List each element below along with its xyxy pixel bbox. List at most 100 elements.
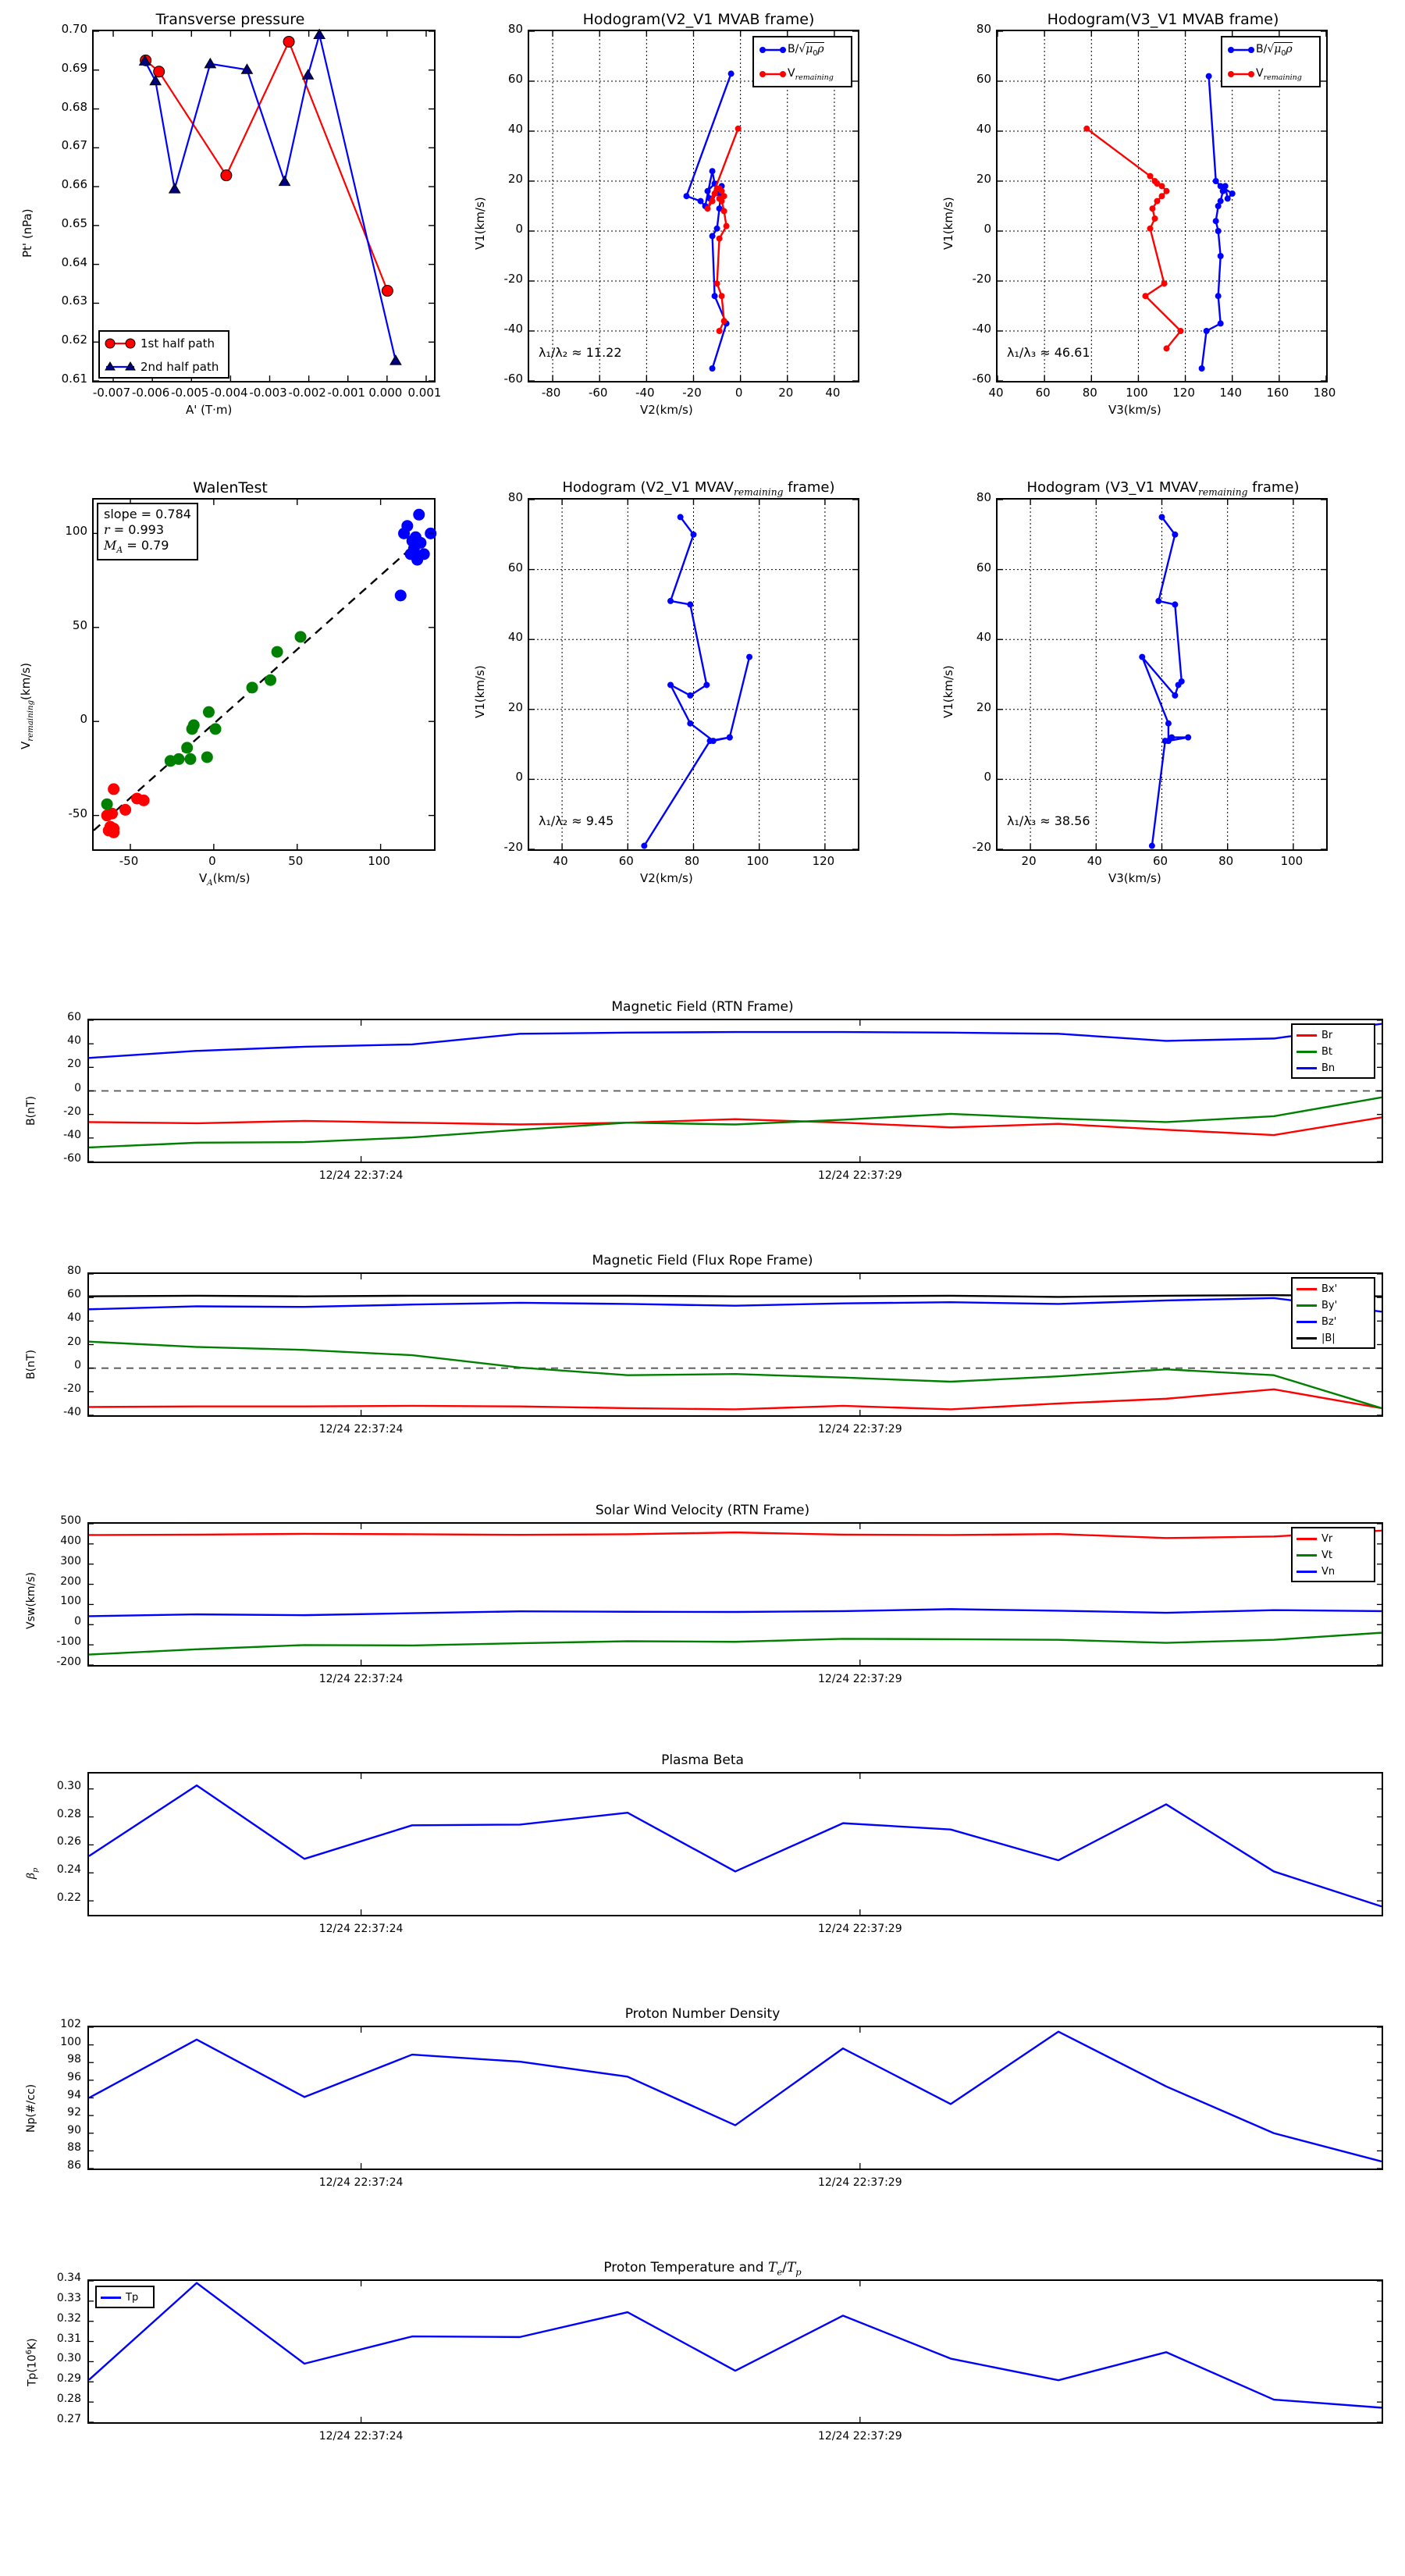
y-tick-label: 0 [80, 712, 87, 727]
legend-label: Bx' [1321, 1283, 1338, 1295]
legend-item-bx[interactable]: Bx' [1297, 1281, 1370, 1297]
y-tick-label: 20 [67, 1058, 81, 1071]
legend-item-second-half[interactable]: 2nd half path [100, 355, 228, 379]
legend-item-alfven[interactable]: B/√μ0ρ [754, 37, 851, 62]
legend-marker-red-dot [1228, 71, 1254, 77]
y-tick-label: 100 [60, 2035, 81, 2048]
proton-number-density-plot [88, 2026, 1382, 2169]
y-tick-label: 86 [67, 2159, 81, 2172]
hodo-v3v1-mvab-axes [996, 30, 1328, 382]
legend-label-vremaining: Vremaining [1256, 66, 1302, 82]
magnetic-field-flux-rope-legend[interactable]: Bx' By' Bz' |B| [1291, 1277, 1375, 1349]
x-tick-label: 12/24 22:37:24 [318, 1673, 404, 1685]
y-tick-label: 20 [976, 699, 991, 714]
magnetic-field-rtn-axes [87, 1019, 1383, 1163]
legend-item-b[interactable]: |B| [1297, 1330, 1370, 1347]
legend-item-bt[interactable]: Bt [1297, 1044, 1370, 1060]
plasma-beta-ylabel: βp [25, 1867, 40, 1879]
legend-label: |B| [1321, 1332, 1336, 1344]
y-tick-label: 40 [67, 1311, 81, 1325]
x-tick-label: 12/24 22:37:29 [817, 1169, 902, 1182]
stat-r: r = 0.993 [104, 522, 165, 537]
magnetic-field-rtn-legend[interactable]: Br Bt Bn [1291, 1023, 1375, 1079]
y-tick-label: 0 [74, 1081, 81, 1094]
proton-temperature-legend[interactable]: Tp [95, 2286, 155, 2308]
y-tick-label: 0.70 [61, 22, 87, 36]
magnetic-field-flux-rope-axes [87, 1272, 1383, 1417]
y-tick-label: -50 [68, 806, 88, 820]
y-tick-label: 20 [67, 1335, 81, 1348]
x-tick-label: 120 [1172, 386, 1195, 400]
legend-line-swatch [1297, 1571, 1317, 1573]
solar-wind-velocity-legend[interactable]: Vr Vt Vn [1291, 1527, 1375, 1582]
plasma-beta-axes [87, 1772, 1383, 1916]
y-tick-label: 80 [507, 22, 523, 36]
y-tick-label: -100 [56, 1635, 81, 1649]
solar-wind-velocity-axes [87, 1522, 1383, 1667]
transverse-pressure-legend[interactable]: 1st half path 2nd half path [98, 330, 229, 379]
y-tick-label: -200 [56, 1656, 81, 1668]
legend-label-vremaining: Vremaining [788, 66, 834, 82]
panel-hodogram-v2v1-mvav: Hodogram (V2_V1 MVAVremaining frame) V1(… [461, 468, 937, 921]
panel-hodogram-v3v1-mvav: Hodogram (V3_V1 MVAVremaining frame) V1(… [929, 468, 1405, 921]
panel-hodogram-v3v1-mvab: Hodogram(V3_V1 MVAB frame) V1(km/s) V3(k… [929, 0, 1405, 453]
x-tick-label: 12/24 22:37:29 [817, 1673, 902, 1685]
hodo-v2v1-mvav-axes [528, 498, 859, 851]
y-tick-label: 80 [67, 1265, 81, 1277]
y-tick-label: -20 [972, 272, 992, 286]
y-tick-label: 200 [60, 1574, 81, 1588]
legend-item-tp[interactable]: Tp [101, 2290, 149, 2306]
hodo-v2v1-mvab-title: Hodogram(V2_V1 MVAB frame) [582, 11, 815, 28]
x-tick-label: -0.006 [131, 386, 170, 400]
legend-item-vremaining[interactable]: Vremaining [1222, 62, 1319, 86]
y-tick-label: 98 [67, 2053, 81, 2066]
legend-item-vn[interactable]: Vn [1297, 1564, 1370, 1580]
magnetic-field-flux-rope-ylabel: B(nT) [25, 1349, 37, 1379]
x-tick-label: 20 [1021, 854, 1037, 868]
x-tick-label: 80 [684, 854, 700, 868]
hodo-v2v1-mvab-legend[interactable]: B/√μ0ρ Vremaining [752, 36, 852, 87]
x-tick-label: 40 [988, 386, 1004, 400]
x-tick-label: 12/24 22:37:24 [318, 2430, 404, 2443]
proton-number-density-ylabel: Np(#/cc) [25, 2083, 37, 2133]
y-tick-label: -20 [503, 272, 524, 286]
stat-ma: MA = 0.79 [104, 538, 169, 556]
x-tick-label: -0.004 [210, 386, 248, 400]
x-tick-label: 12/24 22:37:29 [817, 1423, 902, 1436]
legend-label-first-half: 1st half path [140, 336, 215, 350]
legend-item-bz[interactable]: Bz' [1297, 1314, 1370, 1330]
y-tick-label: 0 [984, 222, 991, 236]
x-tick-label: 100 [1126, 386, 1148, 400]
hodo-v2v1-mvav-eigenvalue-annotation: λ₁/λ₂ ≈ 9.45 [539, 813, 614, 828]
legend-item-br[interactable]: Br [1297, 1027, 1370, 1044]
x-tick-label: 40 [1087, 854, 1102, 868]
legend-marker-blue-dot [1228, 47, 1254, 53]
legend-item-bn[interactable]: Bn [1297, 1060, 1370, 1076]
x-tick-label: 80 [1082, 386, 1097, 400]
legend-item-alfven[interactable]: B/√μ0ρ [1222, 37, 1319, 62]
x-tick-label: -0.003 [249, 386, 287, 400]
transverse-pressure-axes [92, 28, 436, 382]
y-tick-label: 0.34 [56, 2272, 81, 2284]
legend-line-swatch [1297, 1321, 1317, 1323]
legend-item-first-half[interactable]: 1st half path [100, 332, 228, 355]
legend-item-vremaining[interactable]: Vremaining [754, 62, 851, 86]
x-tick-label: 120 [812, 854, 835, 868]
magnetic-field-flux-rope-title: Magnetic Field (Flux Rope Frame) [592, 1253, 813, 1268]
y-tick-label: 0.24 [56, 1863, 81, 1877]
y-tick-label: 0.22 [56, 1891, 81, 1905]
legend-label-second-half: 2nd half path [140, 360, 219, 374]
legend-item-by[interactable]: By' [1297, 1297, 1370, 1314]
y-tick-label: 400 [60, 1534, 81, 1547]
plasma-beta-title: Plasma Beta [661, 1752, 744, 1768]
proton-temperature-title: Proton Temperature and Te/Tp [603, 2260, 802, 2278]
legend-line-swatch [1297, 1304, 1317, 1307]
legend-item-vr[interactable]: Vr [1297, 1531, 1370, 1547]
hodo-v3v1-mvab-legend[interactable]: B/√μ0ρ Vremaining [1221, 36, 1321, 87]
x-tick-label: -0.002 [288, 386, 326, 400]
plasma-beta-plot [88, 1774, 1382, 1915]
legend-item-vt[interactable]: Vt [1297, 1547, 1370, 1564]
hodo-v3v1-mvav-axes [996, 498, 1328, 851]
y-tick-label: 0 [74, 1358, 81, 1372]
panel-solar-wind-velocity: Solar Wind Velocity (RTN Frame) -200 -100 0… [0, 1479, 1405, 1729]
